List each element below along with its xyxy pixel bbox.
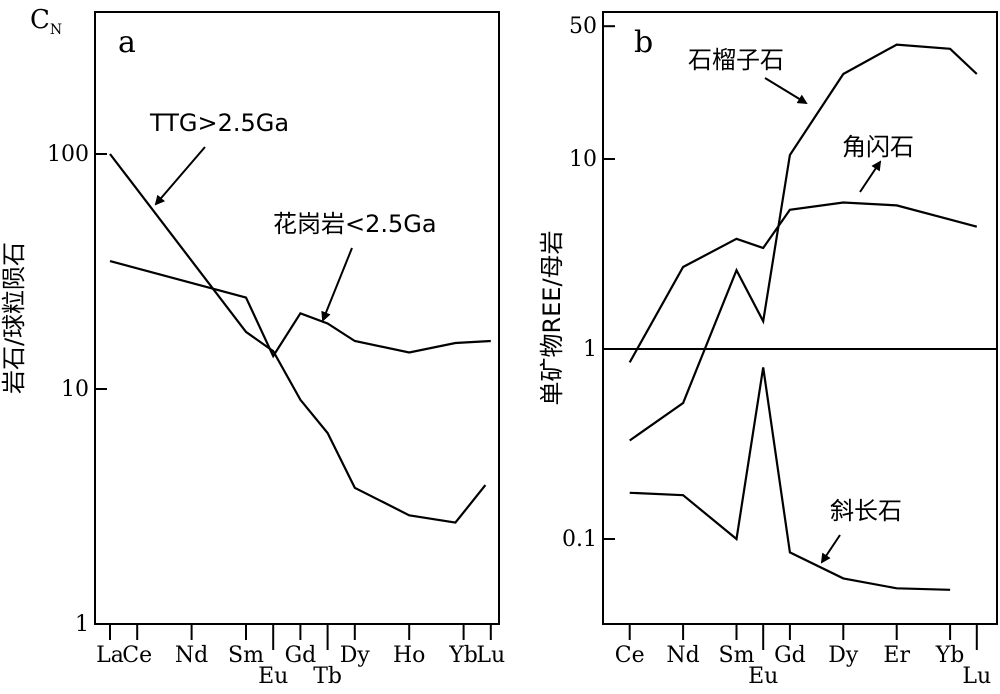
annotation-ttg: TTG>2.5Ga — [149, 109, 289, 137]
y-tick-label-1: 1 — [583, 337, 597, 362]
y-tick-label-50: 50 — [569, 14, 597, 39]
x-tick-label-ho: Ho — [393, 643, 425, 668]
annotation-garnet: 石榴子石 — [688, 46, 784, 74]
plot-frame-a — [94, 11, 500, 625]
x-tick-label-yb: Yb — [448, 643, 478, 668]
x-tick-label-dy: Dy — [828, 643, 859, 668]
annotation-arrow-amphibole — [859, 160, 882, 193]
annotation-amphibole: 角闪石 — [842, 133, 914, 161]
annotation-plagioclase: 斜长石 — [830, 497, 902, 525]
annotation-granite: 花岗岩<2.5Ga — [273, 210, 437, 238]
x-tick-label-ce: Ce — [615, 643, 645, 668]
series-line-a-0 — [109, 153, 487, 524]
x-tick-label-yb: Yb — [935, 643, 965, 668]
y-tick-label-10: 10 — [569, 147, 597, 172]
corner-label-n: N — [50, 22, 62, 38]
x-tick-label-tb: Tb — [313, 664, 342, 689]
y-tick-label-100: 100 — [47, 142, 89, 167]
x-tick-label-sm: Sm — [228, 643, 264, 668]
x-tick-label-gd: Gd — [285, 643, 317, 668]
x-tick-label-nd: Nd — [666, 643, 699, 668]
annotation-arrow-garnet — [764, 77, 808, 105]
x-tick-label-eu: Eu — [748, 664, 778, 689]
x-tick-label-lu: Lu — [476, 643, 505, 668]
annotation-arrow-plagioclase — [820, 534, 841, 564]
series-line-a-1 — [109, 260, 491, 359]
series-lines-a — [109, 153, 491, 524]
y-axis-label-a: 岩石/球粒陨石 — [0, 242, 28, 394]
y-tick-label-1: 1 — [75, 612, 89, 637]
x-tick-label-nd: Nd — [175, 643, 208, 668]
y-axis-label-b: 单矿物REE/母岩 — [538, 230, 566, 405]
x-tick-label-gd: Gd — [774, 643, 806, 668]
corner-label-cn: CN — [30, 5, 62, 38]
panel-label-a: a — [118, 25, 136, 60]
series-line-b-0 — [629, 43, 978, 442]
x-tick-label-ce: Ce — [122, 643, 152, 668]
panel-label-b: b — [634, 25, 653, 60]
y-tick-label-10: 10 — [61, 377, 89, 402]
annotation-arrow-granite — [321, 247, 353, 322]
y-tick-label-0-1: 0.1 — [562, 527, 597, 552]
plot-frame-b — [602, 11, 998, 625]
x-tick-label-lu: Lu — [962, 664, 991, 689]
series-lines-b — [603, 43, 997, 591]
annotation-arrow-ttg — [154, 146, 206, 206]
x-tick-label-eu: Eu — [258, 664, 288, 689]
x-tick-label-la: La — [96, 643, 124, 668]
x-tick-label-sm: Sm — [719, 643, 755, 668]
x-tick-label-dy: Dy — [340, 643, 371, 668]
corner-label-c: C — [30, 5, 50, 35]
x-tick-label-er: Er — [883, 643, 910, 668]
series-line-b-1 — [628, 201, 978, 363]
series-line-b-2 — [629, 367, 951, 591]
